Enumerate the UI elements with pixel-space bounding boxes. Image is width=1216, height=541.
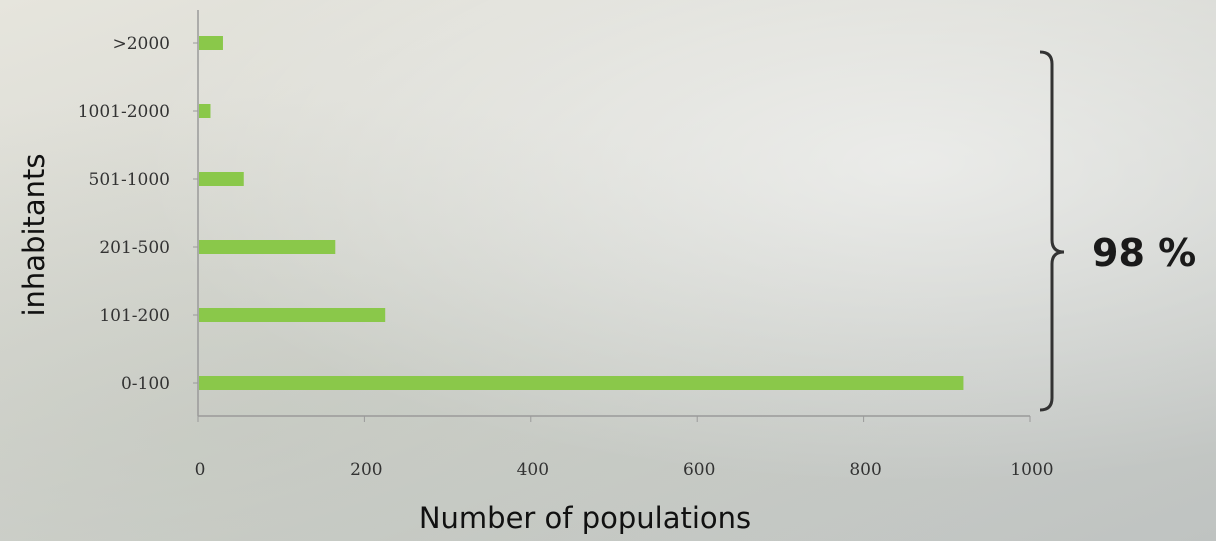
curly-brace	[1039, 50, 1065, 412]
x-tick-label: 1000	[1010, 460, 1053, 480]
bar-0	[199, 376, 964, 390]
y-axis-title: inhabitants	[17, 153, 51, 316]
bar-3	[199, 172, 244, 186]
x-tick-label: 400	[517, 460, 549, 480]
y-tick-label: >2000	[112, 34, 170, 54]
percentage-annotation: 98 %	[1092, 231, 1196, 275]
y-tick-label: 0-100	[121, 374, 170, 394]
y-tick-labels: 0-100 101-200 201-500 501-1000 1001-2000 >200…	[78, 34, 198, 394]
x-tick-label: 0	[195, 460, 206, 480]
bar-5	[199, 36, 223, 50]
bar-4	[199, 104, 211, 118]
bars	[199, 36, 964, 390]
y-tick-label: 1001-2000	[78, 102, 170, 122]
x-axis-title: Number of populations	[419, 501, 751, 535]
y-tick-label: 501-1000	[89, 170, 170, 190]
x-tick-labels: 0 200 400 600 800 1000	[195, 416, 1054, 480]
chart-axes	[197, 10, 1030, 417]
y-tick-label: 201-500	[99, 238, 170, 258]
x-tick-label: 600	[683, 460, 715, 480]
bar-1	[199, 308, 386, 322]
bar-2	[199, 240, 336, 254]
y-tick-label: 101-200	[99, 306, 170, 326]
x-tick-label: 800	[849, 460, 881, 480]
x-tick-label: 200	[350, 460, 382, 480]
